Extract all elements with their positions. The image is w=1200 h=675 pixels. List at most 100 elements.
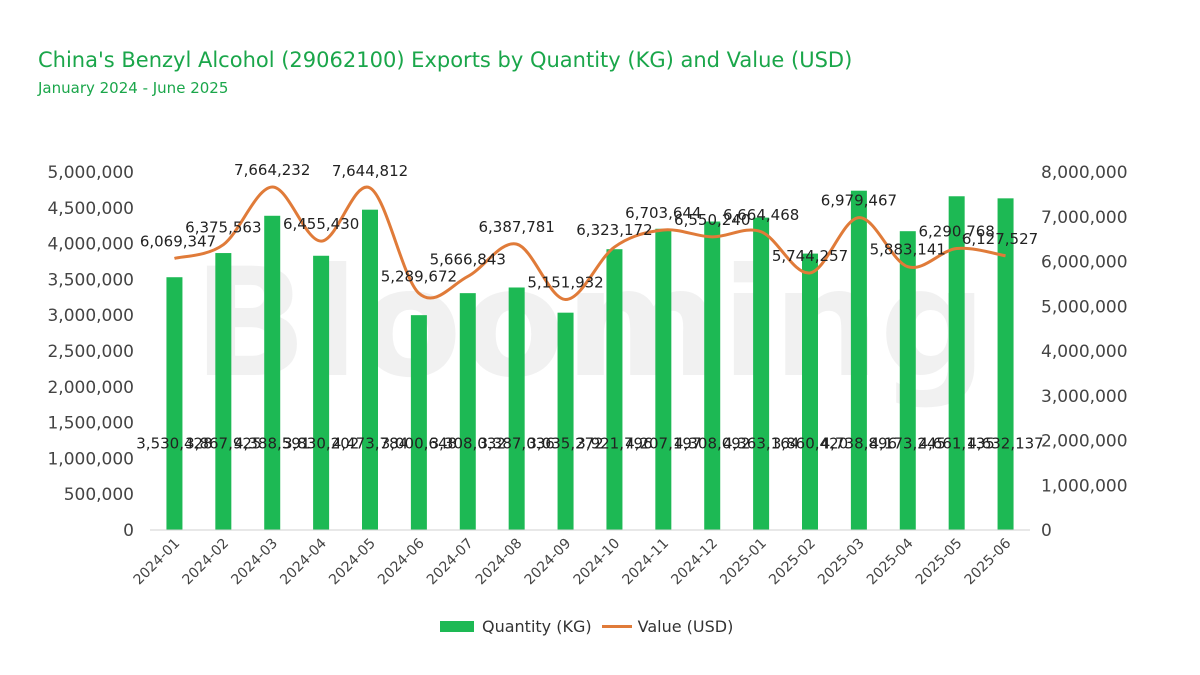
line-data-label: 6,127,527 (962, 230, 1038, 248)
line-data-label: 6,387,781 (478, 218, 554, 236)
y-left-tick-label: 1,000,000 (47, 449, 134, 469)
bar-quantity (850, 190, 867, 530)
bar-quantity (753, 217, 770, 530)
x-tick-label: 2025-05 (913, 536, 966, 589)
legend-label-value: Value (USD) (637, 617, 734, 636)
bar-quantity (410, 315, 427, 530)
bar-quantity (508, 287, 525, 530)
line-data-label: 6,703,644 (625, 204, 701, 222)
line-data-label: 6,979,467 (821, 192, 897, 210)
x-tick-label: 2025-02 (766, 536, 819, 589)
x-tick-label: 2024-03 (228, 536, 281, 589)
legend-swatch-value (601, 625, 632, 628)
bar-data-label: 4,661,135 (918, 435, 994, 453)
bar-data-label: 4,388,591 (234, 435, 310, 453)
bar-data-label: 4,738,896 (821, 435, 897, 453)
bar-data-label: 4,363,164 (723, 435, 799, 453)
bar-quantity (606, 249, 623, 530)
y-right-tick-label: 1,000,000 (1041, 476, 1128, 496)
bar-quantity (459, 293, 476, 530)
x-tick-label: 2024-07 (424, 536, 477, 589)
bar-series-quantity (166, 190, 1014, 530)
bar-quantity (948, 196, 965, 530)
line-data-label: 5,289,672 (381, 267, 457, 285)
chart-subtitle: January 2024 - June 2025 (38, 79, 229, 97)
y-left-tick-label: 2,500,000 (47, 342, 134, 362)
bar-data-label: 4,207,197 (625, 435, 701, 453)
x-tick-label: 2024-01 (131, 536, 184, 589)
bar-data-label: 3,867,925 (185, 435, 261, 453)
y-left-tick-label: 4,500,000 (47, 199, 134, 219)
legend-swatch-quantity (440, 621, 474, 632)
bar-data-label: 3,921,796 (576, 435, 652, 453)
y-right-tick-label: 3,000,000 (1041, 387, 1128, 407)
bar-data-label: 4,473,784 (332, 435, 408, 453)
bar-quantity (313, 255, 330, 530)
bar-data-label: 3,035,272 (527, 435, 603, 453)
y-right-tick-label: 8,000,000 (1041, 163, 1128, 183)
y-left-tick-label: 5,000,000 (47, 163, 134, 183)
x-tick-label: 2025-04 (864, 535, 917, 588)
bar-quantity (997, 198, 1014, 530)
y-left-tick-label: 3,000,000 (47, 306, 134, 326)
bar-data-label: 4,308,092 (674, 435, 750, 453)
line-data-label: 7,644,812 (332, 162, 408, 180)
bar-data-label: 4,173,245 (870, 435, 946, 453)
line-data-label: 5,666,843 (430, 250, 506, 268)
x-tick-label: 2025-01 (717, 536, 770, 589)
y-right-tick-label: 5,000,000 (1041, 297, 1128, 317)
x-tick-label: 2025-03 (815, 536, 868, 589)
x-tick-label: 2024-06 (375, 535, 428, 588)
x-tick-label: 2024-02 (179, 536, 232, 589)
line-data-label: 5,744,257 (772, 247, 848, 265)
x-tick-label: 2024-09 (522, 536, 575, 589)
x-tick-label: 2024-04 (277, 535, 330, 588)
y-right-tick-label: 7,000,000 (1041, 208, 1128, 228)
y-left-tick-label: 1,500,000 (47, 414, 134, 434)
bar-data-label: 3,308,032 (430, 435, 506, 453)
bar-data-label: 3,860,420 (772, 435, 848, 453)
line-data-label: 6,664,468 (723, 206, 799, 224)
line-data-label: 5,151,932 (527, 273, 603, 291)
bar-data-label: 3,530,428 (136, 435, 212, 453)
watermark: Blooming (193, 237, 987, 411)
y-left-tick-label: 500,000 (64, 485, 134, 505)
y-axis-left: 0 500,000 1,000,000 1,500,000 2,000,000 2,500… (47, 163, 134, 541)
y-right-tick-label: 0 (1041, 521, 1052, 541)
legend-label-quantity: Quantity (KG) (482, 617, 592, 636)
y-right-tick-label: 4,000,000 (1041, 342, 1128, 362)
line-series-value (174, 185, 1006, 301)
x-tick-label: 2024-11 (619, 536, 672, 589)
y-left-tick-label: 4,000,000 (47, 235, 134, 255)
bar-quantity (704, 221, 721, 530)
line-data-label: 7,664,232 (234, 161, 310, 179)
bar-data-label: 3,000,648 (381, 435, 457, 453)
y-left-tick-label: 2,000,000 (47, 378, 134, 398)
bar-quantity (215, 253, 232, 530)
legend: Quantity (KG) Value (USD) (0, 617, 1200, 643)
value-line (174, 185, 1006, 301)
bar-data-label: 3,387,036 (478, 435, 554, 453)
bar-data-labels: 3,530,4283,867,9254,388,5913,830,2024,47… (136, 435, 1043, 453)
line-data-label: 6,290,768 (918, 222, 994, 240)
line-data-label: 6,375,563 (185, 219, 261, 237)
bar-quantity (166, 277, 183, 530)
y-left-tick-label: 0 (123, 521, 134, 541)
line-data-label: 5,883,141 (870, 241, 946, 259)
x-axis: 2024-012024-022024-032024-042024-052024-… (131, 529, 1030, 589)
y-right-tick-label: 2,000,000 (1041, 432, 1128, 452)
y-axis-right: 0 1,000,000 2,000,000 3,000,000 4,000,000 5,0… (1041, 163, 1128, 541)
bar-quantity (362, 209, 378, 530)
line-data-label: 6,323,172 (576, 221, 652, 239)
y-right-tick-label: 6,000,000 (1041, 253, 1128, 273)
chart-title: China's Benzyl Alcohol (29062100) Export… (38, 48, 853, 72)
bar-quantity (899, 231, 916, 530)
bar-quantity (655, 228, 672, 530)
x-tick-label: 2024-05 (326, 536, 379, 589)
x-tick-label: 2025-06 (962, 535, 1015, 588)
x-tick-label: 2024-12 (668, 536, 721, 589)
bar-quantity (802, 253, 818, 530)
x-tick-label: 2024-10 (571, 536, 624, 589)
